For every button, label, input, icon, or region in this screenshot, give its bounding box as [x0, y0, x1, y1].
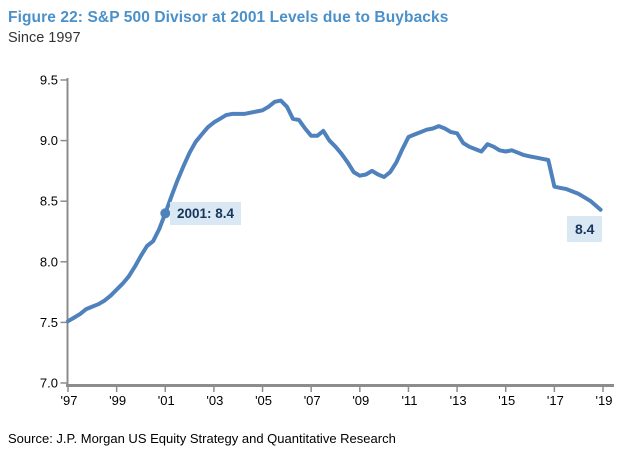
- x-tick-label: '05: [255, 393, 272, 408]
- source-note: Source: J.P. Morgan US Equity Strategy a…: [8, 431, 396, 446]
- x-tick-label: '99: [109, 393, 126, 408]
- y-tick-label: 7.5: [40, 315, 58, 330]
- y-tick-label: 9.0: [40, 133, 58, 148]
- x-tick-label: '01: [158, 393, 175, 408]
- annotation-latest-value: 8.4: [567, 216, 603, 242]
- annotation-2001-callout: 2001: 8.4: [170, 202, 242, 225]
- x-tick-label: '13: [450, 393, 467, 408]
- figure-subtitle: Since 1997: [8, 30, 81, 46]
- y-tick-label: 7.0: [40, 376, 58, 391]
- figure-title: Figure 22: S&P 500 Divisor at 2001 Level…: [8, 9, 449, 26]
- x-tick-label: '97: [61, 393, 78, 408]
- x-tick-label: '19: [596, 393, 613, 408]
- y-tick-label: 8.0: [40, 254, 58, 269]
- marker-2001-point: [160, 208, 171, 219]
- x-tick-label: '17: [547, 393, 564, 408]
- y-tick-label: 9.5: [40, 73, 58, 88]
- divisor-line-chart: 7.0 7.5 8.0 8.5 9.0 9.5 '97 '99 '01 '03 '05 '07 '09 '…: [40, 73, 614, 408]
- x-tick-label: '09: [352, 393, 369, 408]
- x-tick-label: '03: [206, 393, 223, 408]
- x-tick-label: '15: [498, 393, 515, 408]
- divisor-line: [66, 98, 603, 324]
- y-tick-label: 8.5: [40, 194, 58, 209]
- x-tick-label: '07: [304, 393, 321, 408]
- x-tick-label: '11: [401, 393, 417, 408]
